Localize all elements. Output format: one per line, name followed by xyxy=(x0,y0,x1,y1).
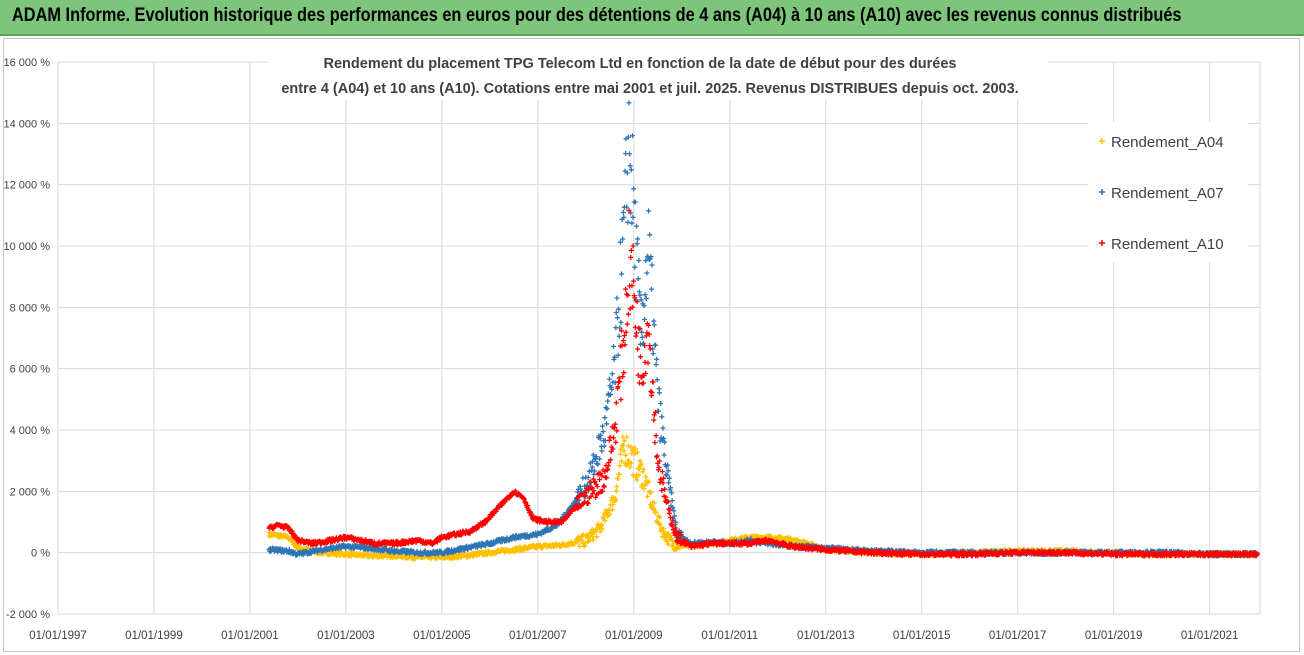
chart-grid xyxy=(57,61,1261,615)
x-tick-label: 01/01/2021 xyxy=(1181,630,1239,642)
x-tick-label: 01/01/2009 xyxy=(605,630,663,642)
x-tick-label: 01/01/2013 xyxy=(797,630,855,642)
x-tick-label: 01/01/2007 xyxy=(509,630,567,642)
x-tick-label: 01/01/2019 xyxy=(1085,630,1143,642)
chart-legend: Rendement_A04 Rendement_A07 Rendement_A10 xyxy=(1099,134,1224,253)
chart-title-line1: Rendement du placement TPG Telecom Ltd e… xyxy=(324,56,957,72)
y-tick-label: 4 000 % xyxy=(10,425,51,437)
x-tick-label: 01/01/1997 xyxy=(29,630,87,642)
y-tick-label: 6 000 % xyxy=(10,364,51,376)
x-tick-label: 01/01/2001 xyxy=(221,630,279,642)
legend-label-Rendement_A10: Rendement_A10 xyxy=(1111,236,1224,253)
x-tick-label: 01/01/2015 xyxy=(893,630,951,642)
y-tick-label: 0 % xyxy=(31,548,50,560)
report-banner: ADAM Informe. Evolution historique des p… xyxy=(0,0,1304,36)
y-tick-label: 10 000 % xyxy=(4,241,51,253)
series-Rendement_A10 xyxy=(266,208,1260,559)
y-tick-label: 16 000 % xyxy=(4,57,51,69)
chart-frame xyxy=(3,38,1300,652)
x-tick-label: 01/01/2017 xyxy=(989,630,1047,642)
legend-label-Rendement_A04: Rendement_A04 xyxy=(1111,134,1224,151)
legend-marker-Rendement_A07 xyxy=(1099,189,1105,195)
y-tick-label: -2 000 % xyxy=(6,609,50,621)
legend-marker-Rendement_A04 xyxy=(1099,138,1105,144)
y-tick-label: 14 000 % xyxy=(4,118,51,130)
y-tick-label: 2 000 % xyxy=(10,486,51,498)
x-tick-label: 01/01/2005 xyxy=(413,630,471,642)
legend-background xyxy=(1088,122,1248,262)
legend-label-Rendement_A07: Rendement_A07 xyxy=(1111,185,1224,202)
y-axis-ticks: -2 000 % 0 % 2 000 % 4 000 % 6 000 % 8 000 % 1… xyxy=(4,57,51,621)
chart-title-background xyxy=(268,48,1048,100)
legend-marker-Rendement_A10 xyxy=(1099,240,1105,246)
x-tick-label: 01/01/2011 xyxy=(701,630,758,642)
chart-title-line2: entre 4 (A04) et 10 ans (A10). Cotations… xyxy=(281,81,1018,97)
x-tick-label: 01/01/1999 xyxy=(125,630,183,642)
series-markers-Rendement_A10 xyxy=(266,208,1260,559)
chart-marks xyxy=(266,100,1260,562)
y-tick-label: 8 000 % xyxy=(10,302,51,314)
y-tick-label: 12 000 % xyxy=(4,180,51,192)
x-axis-ticks: 01/01/1997 01/01/1999 01/01/2001 01/01/2003… xyxy=(29,630,1238,642)
report-title: ADAM Informe. Evolution historique des p… xyxy=(12,5,1182,26)
x-tick-label: 01/01/2003 xyxy=(317,630,375,642)
